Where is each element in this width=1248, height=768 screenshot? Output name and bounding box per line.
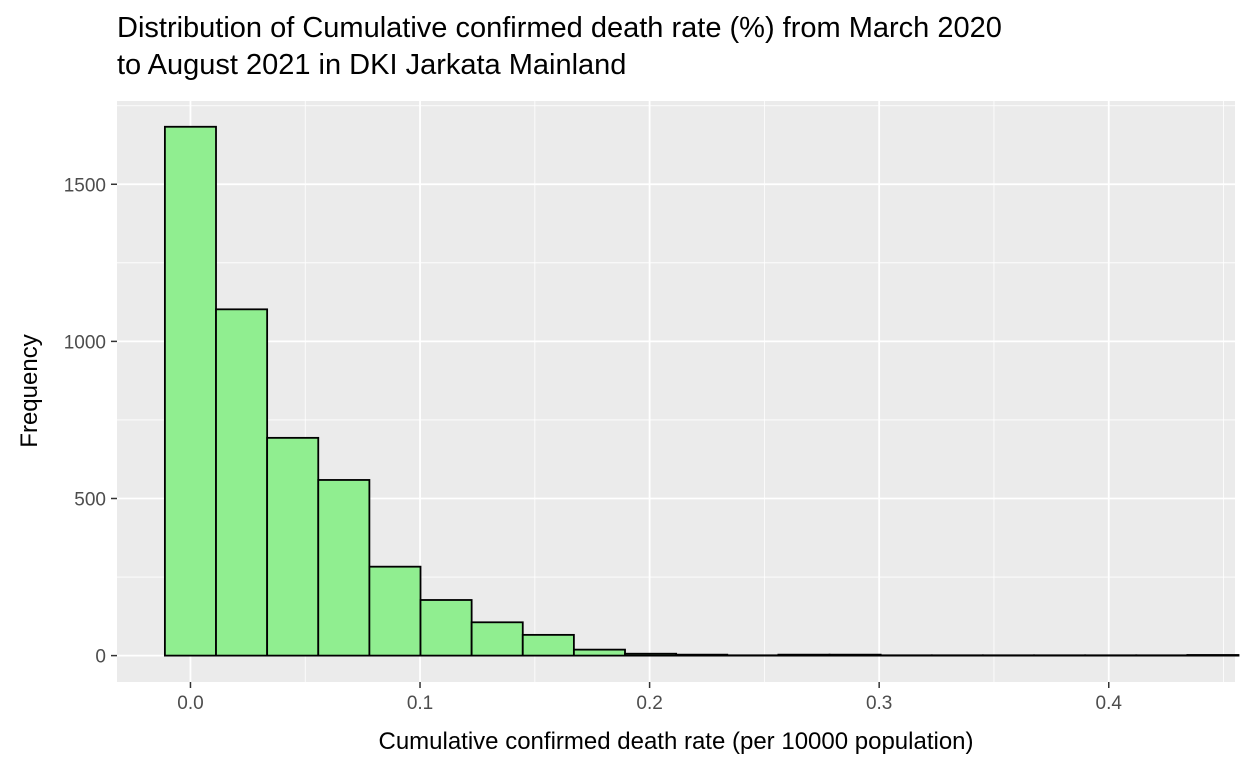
histogram-bar xyxy=(368,565,422,657)
x-tick-label: 0.4 xyxy=(1096,693,1123,714)
histogram-bar xyxy=(675,653,729,657)
histogram-bar xyxy=(419,599,473,657)
x-tick-label: 0.1 xyxy=(407,693,433,714)
histogram-bar xyxy=(163,125,217,657)
histogram-bar xyxy=(215,308,269,657)
y-axis-title: Frequency xyxy=(16,334,43,447)
x-tick-label: 0.2 xyxy=(636,693,662,714)
y-axis: 0 500 1000 1500 xyxy=(64,175,117,668)
histogram-bars xyxy=(163,125,1240,657)
histogram-bar xyxy=(1186,654,1240,657)
chart-title-line-2: to August 2021 in DKI Jarkata Mainland xyxy=(117,49,627,81)
histogram-bar xyxy=(470,621,524,657)
histogram-bar xyxy=(828,653,882,657)
histogram-bar xyxy=(624,652,678,657)
chart-title: Distribution of Cumulative confirmed dea… xyxy=(117,10,1217,84)
y-tick-label: 0 xyxy=(95,647,106,668)
chart-title-line-1: Distribution of Cumulative confirmed dea… xyxy=(117,12,1002,44)
histogram-bar xyxy=(572,648,626,657)
histogram-bar xyxy=(521,633,575,657)
x-axis: 0.0 0.1 0.2 0.3 0.4 xyxy=(177,682,1122,714)
histogram-bar xyxy=(317,479,371,657)
x-tick-label: 0.3 xyxy=(866,693,892,714)
x-axis-title: Cumulative confirmed death rate (per 100… xyxy=(378,728,973,755)
histogram-bar xyxy=(266,436,320,657)
y-tick-label: 500 xyxy=(74,489,106,510)
minor-gridlines xyxy=(117,101,1235,682)
histogram-bar xyxy=(777,653,831,657)
x-tick-label: 0.0 xyxy=(177,693,203,714)
y-tick-label: 1000 xyxy=(64,332,106,353)
y-tick-label: 1500 xyxy=(64,175,106,196)
